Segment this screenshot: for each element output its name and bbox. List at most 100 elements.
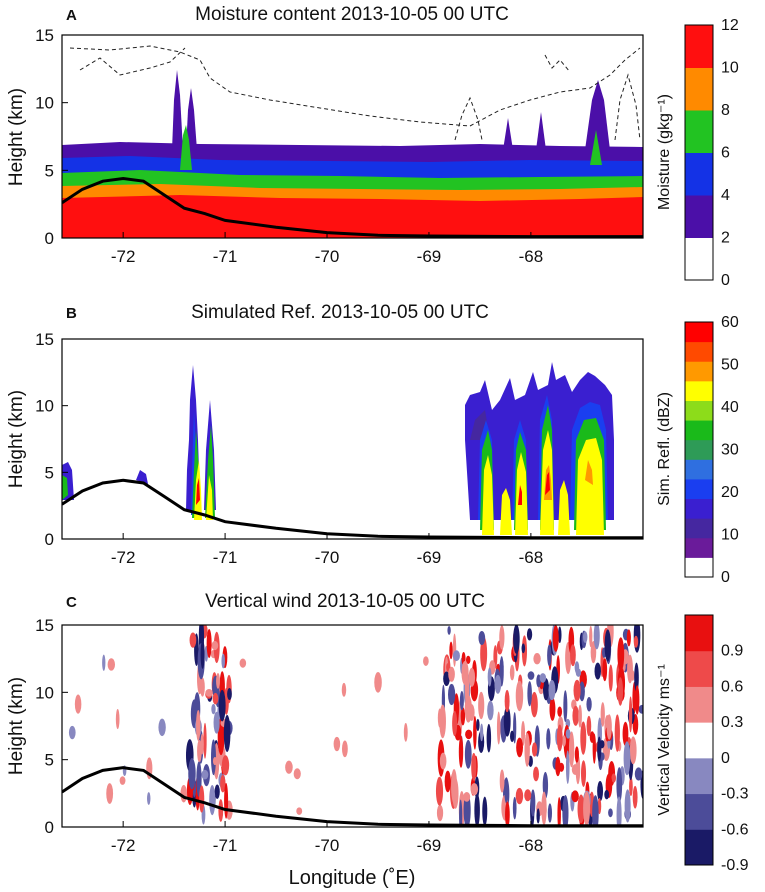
downdraft-streak <box>625 789 631 822</box>
updraft-streak <box>205 689 212 697</box>
panel-letter-c: C <box>66 594 77 611</box>
updraft-streak <box>553 625 559 652</box>
updraft-streak <box>587 716 592 736</box>
downdraft-streak <box>465 740 472 769</box>
updraft-streak <box>524 789 531 801</box>
updraft-streak <box>473 716 477 750</box>
downdraft-streak <box>635 767 643 780</box>
colorbar-c-tick: 0.6 <box>721 678 743 695</box>
panel-b-plot <box>62 339 643 539</box>
downdraft-streak <box>597 781 603 801</box>
updraft-streak <box>571 790 578 802</box>
updraft-streak <box>611 773 616 782</box>
downdraft-streak <box>563 690 567 722</box>
updraft-streak <box>285 761 293 774</box>
colorbar-b-segment <box>685 322 713 342</box>
updraft-streak <box>449 642 452 660</box>
colorbar-a-tick: 12 <box>721 17 739 34</box>
downdraft-streak <box>478 631 485 645</box>
colorbar-a-segment <box>685 153 713 196</box>
updraft-streak <box>499 625 504 649</box>
downdraft-streak <box>540 673 547 683</box>
downdraft-streak <box>447 626 450 635</box>
updraft-streak <box>630 736 637 764</box>
panel-a-xtick: -68 <box>519 247 544 266</box>
updraft-streak <box>404 723 408 742</box>
downdraft-streak <box>221 654 225 669</box>
updraft-streak <box>593 733 596 763</box>
panel-c-ytick: 5 <box>45 751 54 770</box>
colorbar-b-segment <box>685 361 713 381</box>
downdraft-streak <box>460 691 464 710</box>
colorbar-b-tick: 60 <box>721 314 739 331</box>
panel-a-title: Moisture content 2013-10-05 00 UTC <box>195 4 509 25</box>
colorbar-b-segment <box>685 400 713 420</box>
updraft-streak <box>574 680 581 702</box>
updraft-streak <box>524 733 529 767</box>
colorbar-b-segment <box>685 479 713 499</box>
downdraft-streak <box>547 645 551 667</box>
colorbar-c-segment <box>685 758 713 794</box>
updraft-streak <box>207 629 212 658</box>
downdraft-streak <box>527 628 532 640</box>
panel-c-xtick: -69 <box>417 836 442 855</box>
updraft-streak <box>436 777 443 806</box>
updraft-streak <box>461 707 465 725</box>
updraft-streak <box>451 769 457 803</box>
colorbar-c-segment <box>685 615 713 651</box>
colorbar-b-tick: 10 <box>721 527 739 544</box>
updraft-streak <box>423 656 429 666</box>
updraft-streak <box>581 760 586 787</box>
updraft-streak <box>190 632 197 647</box>
panel-b-title: Simulated Ref. 2013-10-05 00 UTC <box>191 302 489 323</box>
colorbar-b-tick: 40 <box>721 399 739 416</box>
downdraft-streak <box>546 728 550 749</box>
updraft-streak <box>440 753 447 770</box>
downdraft-streak <box>536 808 539 823</box>
downdraft-streak <box>566 750 570 784</box>
updraft-streak <box>516 681 523 712</box>
colorbar-c-tick: 0.9 <box>721 643 743 660</box>
updraft-streak <box>497 712 500 745</box>
downdraft-streak <box>528 671 535 680</box>
panel-c-xtick: -71 <box>213 836 238 855</box>
colorbar-b-segment <box>685 557 713 577</box>
downdraft-streak <box>215 784 220 798</box>
updraft-streak <box>557 707 562 717</box>
figure: A Moisture content 2013-10-05 00 UTC Hei… <box>0 0 765 892</box>
panel-letter-a: A <box>66 7 77 24</box>
updraft-streak <box>516 788 523 804</box>
downdraft-streak <box>634 618 641 653</box>
colorbar-c-tick: -0.3 <box>721 786 749 803</box>
updraft-streak <box>478 692 484 719</box>
colorbar-c-segment <box>685 829 713 865</box>
updraft-streak <box>572 764 579 775</box>
panel-a-ytick: 5 <box>45 161 54 180</box>
panel-a-xtick: -71 <box>213 247 238 266</box>
colorbar-a-label: Moisture (gkg⁻¹) <box>656 94 673 210</box>
downdraft-streak <box>527 681 532 706</box>
downdraft-streak <box>487 724 491 753</box>
downdraft-streak <box>605 629 611 661</box>
colorbar-b-segment <box>685 459 713 479</box>
updraft-streak <box>120 776 126 785</box>
colorbar-b-label: Sim. Refl. (dBZ) <box>656 392 673 506</box>
panel-a-xtick: -72 <box>111 247 136 266</box>
downdraft-streak <box>594 622 600 649</box>
downdraft-streak <box>188 758 195 789</box>
panel-b-ytick: 0 <box>45 530 54 549</box>
updraft-streak <box>572 706 579 726</box>
updraft-streak <box>609 665 613 692</box>
moisture-band-10-12 <box>62 195 643 238</box>
panel-b-xtick: -71 <box>213 548 238 567</box>
downdraft-streak <box>201 640 205 669</box>
downdraft-streak <box>480 724 483 742</box>
colorbar-c-tick: -0.9 <box>721 857 749 874</box>
downdraft-streak <box>158 719 165 736</box>
panel-a-ylabel: Height (km) <box>6 88 27 186</box>
updraft-streak <box>469 704 475 721</box>
updraft-streak <box>374 672 382 693</box>
updraft-streak <box>602 658 607 681</box>
updraft-streak <box>533 767 539 782</box>
downdraft-streak <box>102 655 105 671</box>
